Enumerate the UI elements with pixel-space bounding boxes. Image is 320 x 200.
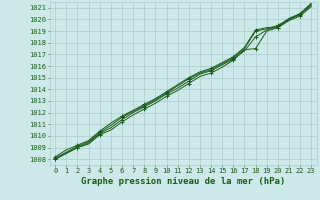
X-axis label: Graphe pression niveau de la mer (hPa): Graphe pression niveau de la mer (hPa) (81, 177, 285, 186)
